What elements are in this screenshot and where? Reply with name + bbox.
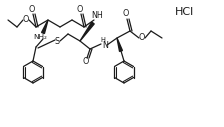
Text: NH: NH <box>91 11 103 20</box>
Text: N: N <box>102 41 108 50</box>
Text: O: O <box>77 4 83 13</box>
Text: O: O <box>29 4 35 13</box>
Text: HCl: HCl <box>175 7 195 17</box>
Polygon shape <box>80 22 94 41</box>
Text: O: O <box>123 10 129 19</box>
Text: H: H <box>101 37 106 43</box>
Text: O: O <box>23 15 29 25</box>
Text: O: O <box>83 58 89 67</box>
Polygon shape <box>42 20 48 34</box>
Text: S: S <box>54 36 60 45</box>
Text: NH₂: NH₂ <box>33 34 47 40</box>
Text: O: O <box>139 34 145 43</box>
Polygon shape <box>117 38 123 51</box>
